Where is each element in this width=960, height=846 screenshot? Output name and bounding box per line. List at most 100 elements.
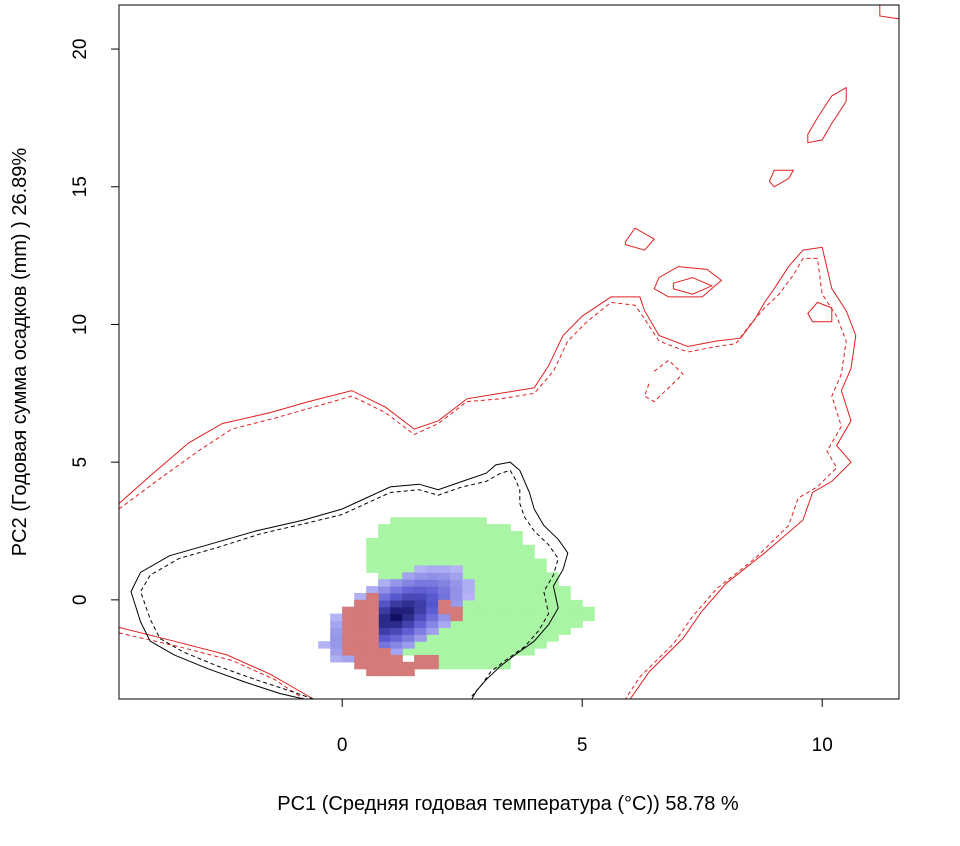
heatmap-cell-green bbox=[426, 551, 439, 560]
heatmap-cell-green bbox=[498, 620, 511, 628]
heatmap-cell-green bbox=[474, 544, 487, 553]
heatmap-cell-green bbox=[510, 551, 523, 560]
heatmap-cell-green bbox=[450, 531, 463, 539]
heatmap-cell-green bbox=[486, 620, 499, 628]
heatmap-cell-green bbox=[378, 531, 391, 539]
heatmap-cell-blue bbox=[426, 592, 439, 601]
heatmap-cell-green bbox=[486, 537, 499, 546]
heatmap-cell-green bbox=[426, 531, 439, 539]
heatmap-cell-green bbox=[366, 544, 379, 553]
heatmap-cell-blue bbox=[378, 579, 391, 587]
heatmap-cell-green bbox=[438, 544, 451, 553]
heatmap-cell-green bbox=[462, 661, 475, 670]
heatmap-cell-green bbox=[486, 641, 499, 649]
heatmap-cell-blue bbox=[378, 592, 391, 601]
heatmap-cell-green bbox=[498, 641, 511, 649]
heatmap-cell-blue bbox=[414, 572, 427, 580]
heatmap-cell-blue bbox=[378, 620, 391, 628]
heatmap-cell-green bbox=[546, 586, 559, 594]
heatmap-cell-green bbox=[462, 627, 475, 635]
heatmap-cell-green bbox=[498, 648, 511, 656]
heatmap-cell-green bbox=[438, 634, 451, 642]
heatmap-cell-green bbox=[438, 537, 451, 546]
heatmap-cell-blue bbox=[390, 620, 403, 628]
heatmap-cell-green bbox=[558, 620, 571, 628]
heatmap-cell-green bbox=[390, 572, 403, 580]
heatmap-cell-blue bbox=[402, 592, 415, 601]
heatmap-cell-red bbox=[378, 661, 391, 670]
heatmap-cell-green bbox=[510, 537, 523, 546]
heatmap-cell-green bbox=[546, 620, 559, 628]
heatmap-cell-red bbox=[366, 634, 379, 642]
heatmap-cell-green bbox=[474, 613, 487, 622]
heatmap-cell-green bbox=[498, 524, 511, 532]
heatmap-cell-red bbox=[366, 668, 379, 677]
heatmap-cell-green bbox=[390, 551, 403, 560]
heatmap-cell-green bbox=[534, 613, 547, 622]
red-solid-contour bbox=[768, 169, 795, 188]
heatmap-cell-green bbox=[570, 620, 583, 628]
heatmap-cell-green bbox=[426, 544, 439, 553]
heatmap-cell-blue bbox=[330, 648, 343, 656]
heatmap-cell-green bbox=[366, 558, 379, 567]
y-axis-title: PC2 (Годовая сумма осадков (mm) ) 26.89% bbox=[9, 148, 31, 557]
heatmap-cell-red bbox=[366, 641, 379, 649]
heatmap-cell-green bbox=[486, 599, 499, 608]
heatmap-cell-green bbox=[534, 627, 547, 635]
heatmap-cell-green bbox=[498, 613, 511, 622]
heatmap-cell-green bbox=[486, 654, 499, 663]
heatmap-cell-green bbox=[510, 613, 523, 622]
heatmap-cell-blue bbox=[390, 579, 403, 587]
heatmap-cell-blue bbox=[426, 606, 439, 615]
heatmap-cell-blue bbox=[378, 634, 391, 642]
heatmap-cell-green bbox=[534, 599, 547, 608]
heatmap-cell-red bbox=[414, 661, 427, 670]
heatmap-cell-red bbox=[342, 613, 355, 622]
heatmap-cell-green bbox=[450, 641, 463, 649]
heatmap-cell-blue bbox=[426, 565, 439, 573]
heatmap-cell-green bbox=[450, 654, 463, 663]
heatmap-cell-green bbox=[462, 606, 475, 615]
y-tick-label: 15 bbox=[70, 176, 91, 197]
heatmap-cell-green bbox=[438, 531, 451, 539]
heatmap-cell-green bbox=[462, 620, 475, 628]
heatmap-cell-green bbox=[378, 537, 391, 546]
heatmap-cell-green bbox=[378, 558, 391, 567]
heatmap-cell-red bbox=[402, 668, 415, 677]
heatmap-cell-green bbox=[414, 648, 427, 656]
heatmap-cell-red bbox=[366, 648, 379, 656]
heatmap-cell-green bbox=[486, 606, 499, 615]
heatmap-cell-green bbox=[474, 558, 487, 567]
heatmap-cell-green bbox=[474, 599, 487, 608]
heatmap-cell-blue bbox=[450, 579, 463, 587]
heatmap-cell-blue bbox=[354, 592, 367, 601]
heatmap-cell-green bbox=[462, 558, 475, 567]
heatmap-cell-green bbox=[510, 544, 523, 553]
heatmap-cell-blue bbox=[414, 599, 427, 608]
heatmap-cell-green bbox=[498, 634, 511, 642]
heatmap-cell-blue bbox=[390, 634, 403, 642]
heatmap-cell-green bbox=[414, 558, 427, 567]
heatmap-cell-red bbox=[342, 634, 355, 642]
heatmap-cell-blue bbox=[378, 627, 391, 635]
heatmap-cell-green bbox=[474, 517, 487, 525]
heatmap-cell-green bbox=[558, 592, 571, 601]
heatmap-cell-blue bbox=[378, 586, 391, 594]
x-tick-label: 10 bbox=[812, 735, 833, 756]
heatmap-cell-blue bbox=[414, 579, 427, 587]
heatmap-cell-green bbox=[522, 558, 535, 567]
heatmap-cell-green bbox=[534, 634, 547, 642]
heatmap-cell-green bbox=[558, 627, 571, 635]
heatmap-cell-red bbox=[450, 606, 463, 615]
heatmap-cell-green bbox=[486, 524, 499, 532]
heatmap-cell-red bbox=[366, 654, 379, 663]
heatmap-cell-green bbox=[510, 648, 523, 656]
heatmap-cell-green bbox=[474, 620, 487, 628]
heatmap-cell-blue bbox=[450, 592, 463, 601]
plot-frame bbox=[118, 4, 900, 700]
heatmap-cell-blue bbox=[330, 620, 343, 628]
heatmap-cell-red bbox=[342, 627, 355, 635]
heatmap-cell-red bbox=[342, 606, 355, 615]
heatmap-cell-green bbox=[474, 606, 487, 615]
heatmap-cell-green bbox=[474, 641, 487, 649]
